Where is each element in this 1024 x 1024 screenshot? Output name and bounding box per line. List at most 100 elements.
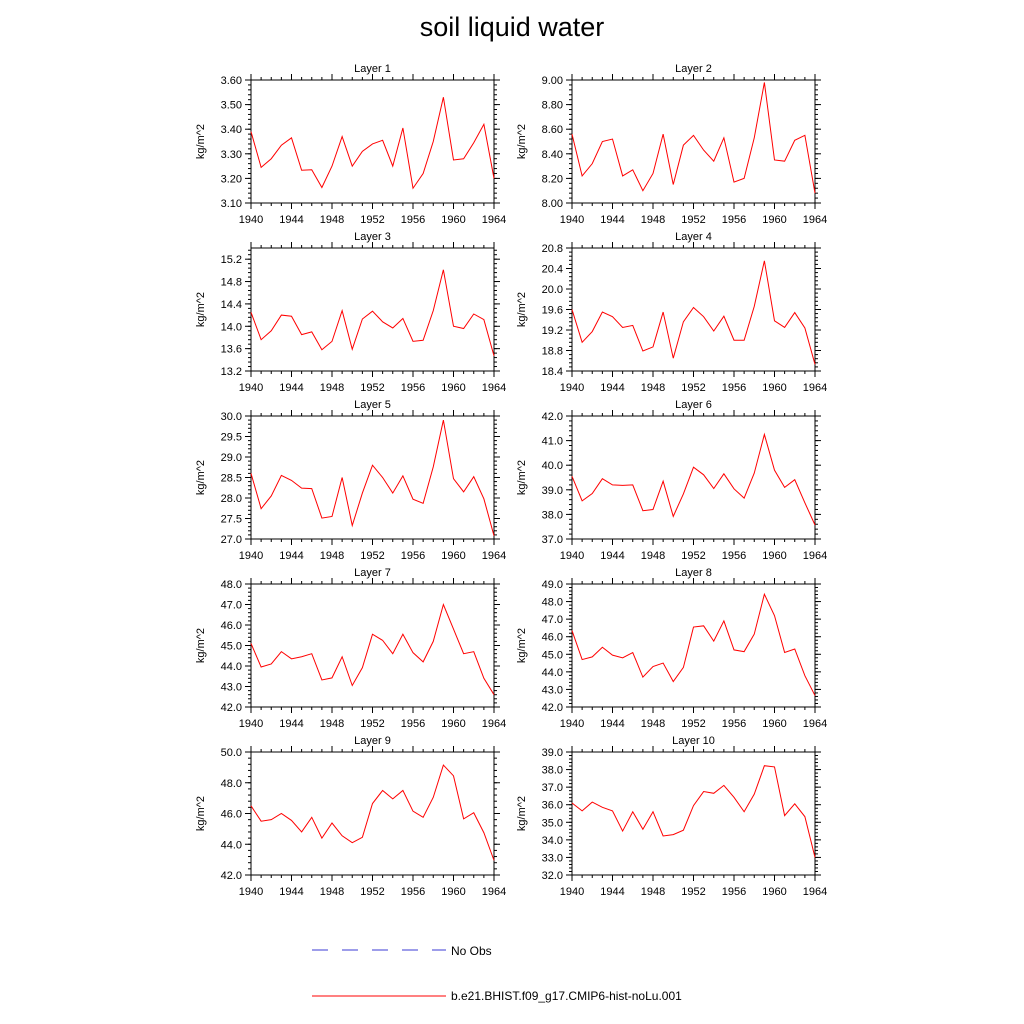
y-tick-label: 38.0 [542,509,563,521]
x-tick-label: 1956 [722,214,746,226]
y-tick-label: 20.8 [542,243,563,255]
panel-title: Layer 6 [675,399,712,411]
x-tick-label: 1964 [482,214,506,226]
y-tick-label: 42.0 [542,411,563,423]
x-tick-label: 1964 [803,214,827,226]
x-tick-label: 1964 [803,550,827,562]
y-axis-label: kg/m^2 [516,460,528,495]
x-tick-label: 1956 [722,550,746,562]
x-tick-label: 1952 [360,214,384,226]
x-tick-label: 1944 [600,718,624,730]
panel-title: Layer 7 [354,567,391,579]
series-line [250,764,495,861]
x-tick-label: 1956 [401,886,425,898]
x-tick-label: 1956 [401,718,425,730]
panel-layer-2: Layer 2 kg/m^2 8.00 8.20 8.40 8.60 8.80 9.00 194… [516,63,827,226]
x-tick-label: 1956 [401,382,425,394]
x-tick-label: 1952 [681,718,705,730]
panel-layer-1: Layer 1 kg/m^2 3.10 3.20 3.30 3.40 3.50 3.60 194… [195,63,506,226]
x-tick-label: 1960 [441,382,465,394]
x-tick-label: 1964 [482,550,506,562]
panel-title: Layer 10 [672,735,715,747]
x-tick-label: 1956 [401,214,425,226]
x-tick-label: 1940 [239,382,263,394]
x-tick-label: 1940 [560,382,584,394]
x-tick-label: 1960 [762,718,786,730]
x-tick-label: 1956 [401,550,425,562]
x-tick-label: 1940 [560,718,584,730]
panel-title: Layer 8 [675,567,712,579]
y-tick-label: 35.0 [542,817,563,829]
x-tick-label: 1948 [641,886,665,898]
x-tick-label: 1960 [441,886,465,898]
y-tick-label: 36.0 [542,800,563,812]
y-tick-label: 13.6 [221,344,242,356]
y-tick-label: 39.0 [542,747,563,759]
y-tick-label: 3.50 [221,100,242,112]
panel-title: Layer 3 [354,231,391,243]
panel-title: Layer 4 [675,231,712,243]
y-tick-label: 27.5 [221,514,242,526]
plot-frame [250,583,495,708]
x-tick-label: 1960 [441,214,465,226]
y-tick-label: 28.5 [221,473,242,485]
panel-layer-3: Layer 3 kg/m^2 13.2 13.6 14.0 14.4 14.8 15.2 194… [195,231,506,394]
y-tick-label: 19.6 [542,305,563,317]
y-tick-label: 13.2 [221,366,242,378]
y-tick-label: 44.0 [221,839,242,851]
x-tick-label: 1952 [681,214,705,226]
x-tick-label: 1940 [560,214,584,226]
x-tick-label: 1952 [360,382,384,394]
plot-frame [250,751,495,876]
panel-title: Layer 1 [354,63,391,75]
series-line [250,97,495,190]
y-tick-label: 3.10 [221,198,242,210]
y-tick-label: 14.8 [221,277,242,289]
x-tick-label: 1952 [681,550,705,562]
plot-frame [571,247,816,372]
x-tick-label: 1948 [320,886,344,898]
legend-model-label: b.e21.BHIST.f09_g17.CMIP6-hist-noLu.001 [451,989,682,1003]
plot-frame [571,583,816,708]
x-tick-label: 1956 [722,886,746,898]
x-tick-label: 1960 [441,550,465,562]
x-tick-label: 1948 [641,382,665,394]
legend: No Obs b.e21.BHIST.f09_g17.CMIP6-hist-no… [312,944,682,1003]
x-tick-label: 1964 [803,382,827,394]
x-tick-label: 1940 [239,718,263,730]
panel-layer-7: Layer 7 kg/m^2 42.0 43.0 44.0 45.0 46.0 47.0 48.… [195,567,506,730]
series-line [571,592,816,696]
y-tick-label: 44.0 [221,661,242,673]
x-tick-label: 1964 [482,886,506,898]
y-tick-label: 32.0 [542,870,563,882]
series-line [250,419,495,536]
y-tick-label: 3.40 [221,124,242,136]
y-tick-label: 18.4 [542,366,563,378]
y-axis-label: kg/m^2 [195,628,207,663]
panel-title: Layer 9 [354,735,391,747]
panel-layer-9: Layer 9 kg/m^2 42.0 44.0 46.0 48.0 50.0 1940 194… [195,735,506,898]
x-tick-label: 1944 [279,718,303,730]
series-line [250,269,495,357]
y-tick-label: 41.0 [542,436,563,448]
y-tick-label: 15.2 [221,254,242,266]
x-tick-label: 1944 [600,550,624,562]
x-tick-label: 1948 [320,550,344,562]
series-line [250,602,495,695]
figure-title: soil liquid water [419,12,605,42]
panel-layer-8: Layer 8 kg/m^2 42.0 43.0 44.0 45.0 46.0 47.0 48.… [516,567,827,730]
y-tick-label: 8.60 [542,124,563,136]
y-tick-label: 9.00 [542,75,563,87]
y-tick-label: 48.0 [221,778,242,790]
x-tick-label: 1952 [360,550,384,562]
y-tick-label: 46.0 [221,809,242,821]
y-tick-label: 45.0 [221,641,242,653]
x-tick-label: 1964 [482,382,506,394]
x-tick-label: 1944 [279,214,303,226]
y-axis-label: kg/m^2 [195,796,207,831]
panel-title: Layer 5 [354,399,391,411]
plot-frame [571,79,816,204]
panel-layer-5: Layer 5 kg/m^2 27.0 27.5 28.0 28.5 29.0 29.5 30.… [195,399,506,562]
y-tick-label: 8.00 [542,198,563,210]
